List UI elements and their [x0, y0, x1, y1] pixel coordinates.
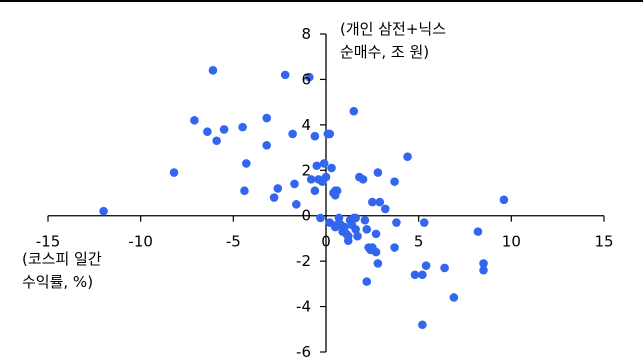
x-tick-label: 5: [414, 233, 424, 251]
data-point: [238, 122, 247, 132]
data-point: [332, 186, 342, 196]
data-point: [362, 225, 372, 234]
y-tick-label: 2: [301, 161, 311, 179]
data-point: [212, 136, 221, 146]
data-point: [419, 218, 429, 227]
y-axis-label-line-1: (개인 삼전+닉스: [340, 20, 446, 38]
data-point: [390, 177, 399, 186]
data-point: [371, 229, 381, 239]
data-point: [262, 113, 271, 123]
y-tick-label: -4: [296, 298, 311, 316]
data-point: [368, 197, 377, 207]
data-point: [392, 218, 401, 227]
y-tick-label: 6: [301, 70, 311, 88]
data-points: [99, 66, 509, 330]
data-point: [290, 179, 299, 189]
x-axis-label: (코스피 일간 수익률, %): [22, 248, 102, 294]
data-point: [340, 222, 349, 232]
data-point: [362, 277, 372, 286]
data-point: [360, 215, 370, 225]
y-tick-label: 4: [301, 116, 311, 134]
y-tick-label: 8: [301, 25, 311, 43]
data-point: [351, 213, 360, 223]
tick-labels: -15 -10 -5 0 5 10 15 8 6 4 2 0 -2 -4 -6: [36, 25, 614, 361]
data-point: [306, 175, 316, 184]
data-point: [353, 231, 362, 241]
y-axis-label-line-2: 순매수, 조 원): [340, 43, 430, 61]
data-point: [418, 270, 427, 280]
data-point: [418, 320, 427, 330]
data-point: [242, 159, 251, 168]
data-point: [479, 259, 488, 268]
y-tick-label: 0: [301, 207, 311, 225]
data-point: [310, 186, 320, 196]
data-point: [208, 66, 218, 75]
data-point: [292, 200, 301, 209]
data-point: [169, 168, 179, 177]
data-point: [349, 106, 359, 116]
data-point: [312, 161, 322, 171]
x-tick-label: -10: [128, 233, 153, 251]
data-point: [440, 263, 449, 273]
data-point: [319, 159, 329, 168]
x-axis-label-line-1: (코스피 일간: [22, 250, 102, 268]
x-tick-label: 15: [594, 233, 613, 251]
data-point: [325, 129, 335, 139]
data-point: [269, 193, 279, 202]
data-point: [240, 186, 249, 196]
data-point: [373, 259, 383, 268]
data-point: [473, 227, 483, 236]
data-point: [327, 163, 336, 173]
data-point: [99, 206, 108, 216]
data-point: [381, 204, 390, 214]
x-tick-label: -5: [226, 233, 241, 251]
data-point: [499, 195, 509, 205]
data-point: [219, 125, 229, 134]
x-tick-label: 10: [502, 233, 521, 251]
data-point: [305, 72, 314, 82]
y-axis-label: (개인 삼전+닉스 순매수, 조 원): [340, 18, 446, 64]
x-axis-label-line-2: 수익률, %): [22, 273, 94, 291]
data-point: [334, 213, 344, 223]
data-point: [351, 225, 360, 234]
data-point: [343, 236, 353, 245]
data-point: [373, 168, 383, 177]
data-point: [321, 172, 331, 182]
data-point: [273, 184, 283, 193]
data-point: [421, 261, 431, 270]
data-point: [280, 70, 290, 80]
data-point: [288, 129, 297, 139]
data-point: [310, 131, 320, 141]
data-point: [403, 152, 412, 161]
data-point: [479, 265, 488, 275]
top-border: [0, 0, 643, 2]
data-point: [358, 175, 368, 184]
x-tick-label: 0: [321, 233, 331, 251]
data-point: [262, 141, 271, 150]
y-tick-label: -6: [296, 343, 311, 361]
data-point: [203, 127, 212, 136]
data-point: [371, 247, 381, 257]
data-point: [375, 197, 385, 207]
data-point: [449, 293, 459, 302]
y-tick-label: -2: [296, 252, 311, 270]
x-tick-label: -15: [36, 233, 61, 251]
data-point: [190, 116, 199, 125]
data-point: [410, 270, 420, 280]
axes: [47, 33, 605, 353]
data-point: [390, 243, 399, 252]
data-point: [316, 213, 325, 223]
